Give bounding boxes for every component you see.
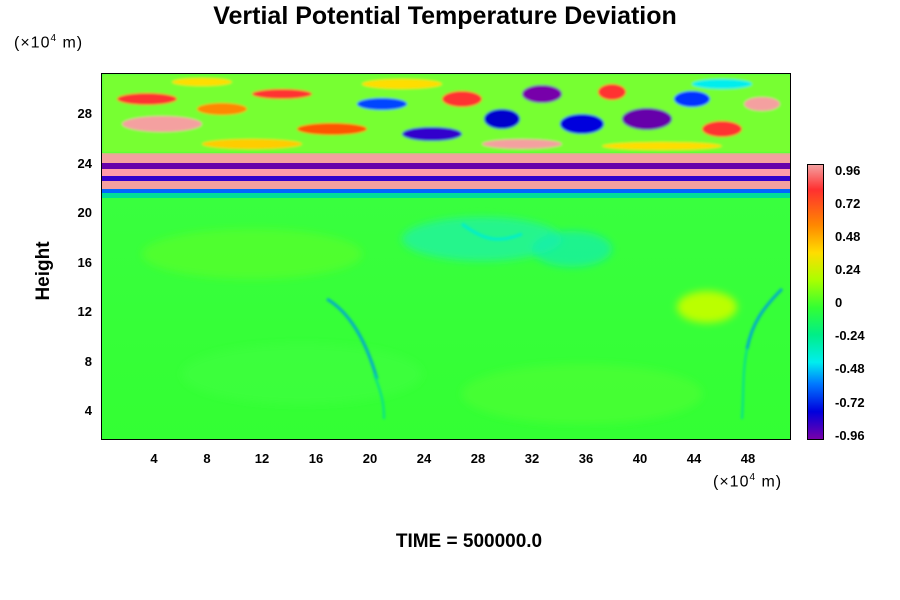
y-tick-label: 28 bbox=[77, 106, 92, 121]
x-tick-label: 32 bbox=[524, 451, 540, 466]
tropopause-band bbox=[102, 153, 790, 198]
x-tick-label: 24 bbox=[416, 451, 432, 466]
x-tick-label: 40 bbox=[632, 451, 648, 466]
lower-field bbox=[142, 217, 737, 424]
heatmap-field bbox=[102, 74, 790, 439]
colorbar-tick-label: 0.24 bbox=[835, 262, 861, 277]
plot-area bbox=[101, 73, 791, 440]
x-tick-label: 44 bbox=[686, 451, 702, 466]
plume-features bbox=[326, 222, 784, 420]
time-label: TIME = 500000.0 bbox=[395, 531, 543, 552]
y-unit-label: (×104 m) bbox=[14, 33, 84, 52]
colorbar-tick-label: -0.48 bbox=[835, 361, 865, 376]
x-tick-label: 8 bbox=[203, 451, 211, 466]
y-tick-label: 24 bbox=[77, 156, 92, 171]
y-tick-label: 16 bbox=[77, 255, 92, 270]
x-tick-label: 28 bbox=[470, 451, 486, 466]
y-tick-label: 12 bbox=[77, 304, 92, 319]
colorbar bbox=[807, 164, 824, 440]
x-tick-label: 12 bbox=[254, 451, 270, 466]
x-tick-label: 16 bbox=[308, 451, 324, 466]
x-tick-label: 20 bbox=[362, 451, 378, 466]
colorbar-tick-label: 0.96 bbox=[835, 163, 861, 178]
x-tick-label: 36 bbox=[578, 451, 594, 466]
colorbar-tick-label: -0.96 bbox=[835, 428, 865, 443]
colorbar-tick-label: 0.72 bbox=[835, 196, 861, 211]
y-tick-label: 20 bbox=[77, 205, 92, 220]
colorbar-tick-label: 0 bbox=[835, 295, 843, 310]
x-tick-label: 48 bbox=[740, 451, 756, 466]
colorbar-tick-label: -0.24 bbox=[835, 328, 865, 343]
colorbar-tick-label: -0.72 bbox=[835, 395, 865, 410]
y-tick-label: 4 bbox=[84, 403, 92, 418]
y-axis-label: Height bbox=[33, 241, 54, 301]
chart-title: Vertial Potential Temperature Deviation bbox=[213, 2, 677, 30]
x-unit-label: (×104 m) bbox=[713, 472, 783, 491]
x-tick-label: 4 bbox=[150, 451, 158, 466]
colorbar-tick-label: 0.48 bbox=[835, 229, 861, 244]
y-tick-label: 8 bbox=[84, 354, 92, 369]
upper-wave-field bbox=[102, 74, 790, 153]
